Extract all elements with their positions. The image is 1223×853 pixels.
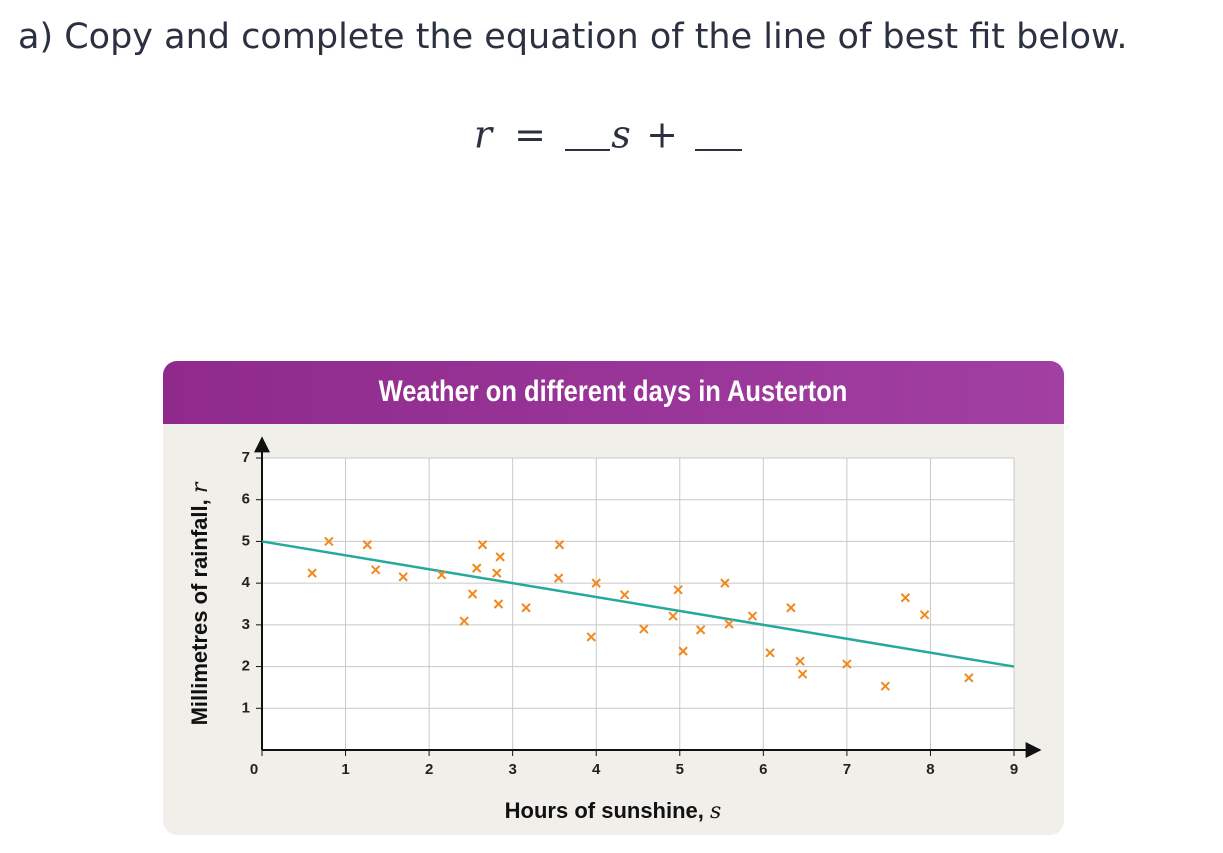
x-tick-label: 6 [759,761,767,778]
y-label-text: Millimetres of rainfall, [187,499,212,725]
y-tick-label: 6 [242,491,250,508]
data-point [436,570,447,580]
data-point [472,563,482,573]
data-point [521,603,531,613]
y-tick-label: 1 [242,699,250,716]
y-tick-label: 2 [242,658,250,675]
chart-title: Weather on different days in Austerton [379,374,848,407]
data-point [398,572,408,582]
y-variable: r [188,481,213,493]
data-point [362,540,372,550]
data-point [493,599,504,609]
data-point [554,540,565,550]
y-axis-label: Millimetres of rainfall, r [187,481,213,725]
data-point [639,624,649,634]
data-point [720,578,730,588]
data-point [591,578,601,588]
y-tick-label: 4 [242,574,251,591]
data-point [467,589,478,599]
data-point [919,610,930,620]
x-axis-label: Hours of sunshine, s [505,798,722,824]
data-point [695,625,706,635]
data-point [619,590,630,600]
chart-header [163,361,1064,424]
x-tick-label: 3 [508,761,516,778]
data-point [492,568,502,578]
data-point [842,659,852,669]
data-point [370,565,381,575]
eq-equals: = [514,113,546,157]
x-label-text: Hours of sunshine, [505,798,704,823]
y-tick-label: 3 [242,616,250,633]
x-variable: s [710,799,721,824]
x-tick-label: 1 [341,761,349,778]
y-tick-label: 5 [242,532,250,549]
data-point [678,646,688,656]
data-point [477,540,488,550]
question: a) Copy and complete the equation of the… [18,17,1128,57]
x-tick-label: 8 [926,761,934,778]
data-point [307,568,317,578]
data-point [673,585,683,595]
data-point [495,552,505,562]
data-point [900,593,911,603]
data-point [324,536,334,547]
data-point [797,669,808,679]
eq-lhs: r [474,113,495,157]
data-point [765,648,775,658]
data-point [795,656,805,666]
data-point [880,681,891,691]
x-tick-label: 7 [843,761,851,778]
x-tick-label: 5 [676,761,684,778]
equation: r = s + [474,113,742,157]
data-point [586,632,596,642]
x-tick-label: 4 [592,761,601,778]
plot: 0 1 2 3 4 5 6 7 8 9 1 2 3 4 5 6 7 [242,436,1042,778]
x-tick-label: 0 [250,761,258,778]
data-point [668,611,678,621]
x-tick-label: 2 [425,761,433,778]
data-point [786,603,796,613]
data-point [459,616,469,626]
data-point [553,573,564,583]
fit-line [261,540,1015,668]
eq-plus: + [646,113,678,157]
data-point [724,619,734,629]
data-point [964,673,974,683]
eq-variable: s [611,113,631,157]
data-point [747,611,758,621]
x-tick-label: 9 [1010,761,1018,778]
y-tick-label: 7 [242,449,250,466]
